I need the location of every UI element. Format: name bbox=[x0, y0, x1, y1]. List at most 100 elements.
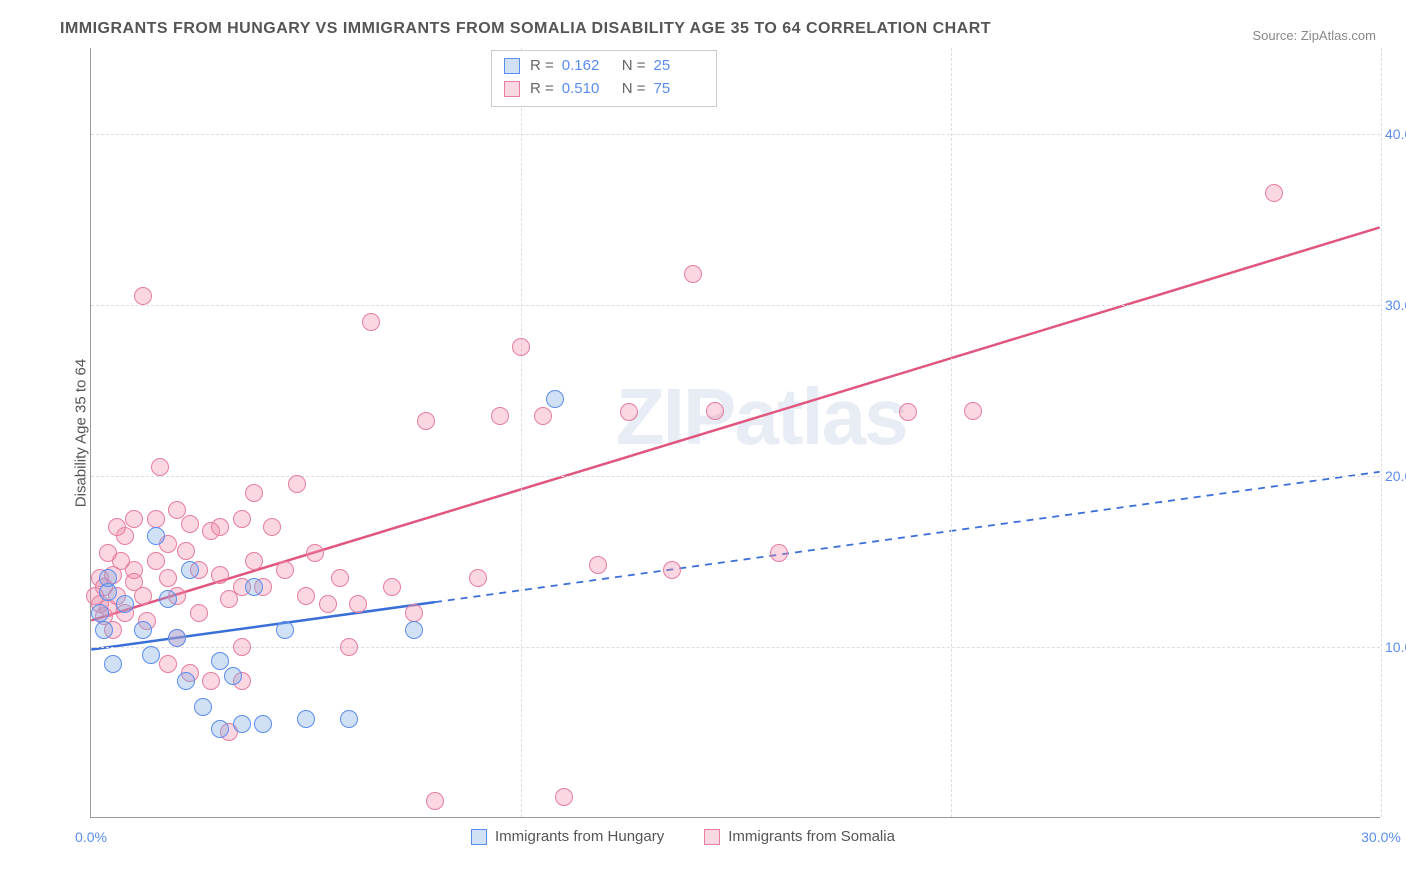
scatter-point-series-b bbox=[331, 569, 349, 587]
legend-correlation-box: R = 0.162 N = 25 R = 0.510 N = 75 bbox=[491, 50, 717, 107]
x-tick-label: 30.0% bbox=[1361, 829, 1401, 845]
scatter-point-series-a bbox=[224, 667, 242, 685]
scatter-point-series-b bbox=[263, 518, 281, 536]
value-N-a: 25 bbox=[654, 55, 704, 78]
scatter-point-series-b bbox=[899, 403, 917, 421]
legend-label-series-a: Immigrants from Hungary bbox=[495, 828, 664, 845]
scatter-point-series-b bbox=[125, 510, 143, 528]
gridline-v bbox=[521, 48, 522, 817]
scatter-point-series-a bbox=[99, 569, 117, 587]
value-R-b: 0.510 bbox=[562, 78, 612, 101]
scatter-point-series-b bbox=[147, 552, 165, 570]
scatter-point-series-b bbox=[426, 792, 444, 810]
scatter-point-series-b bbox=[181, 515, 199, 533]
scatter-point-series-a bbox=[233, 715, 251, 733]
scatter-point-series-b bbox=[534, 407, 552, 425]
source-attribution: Source: ZipAtlas.com bbox=[1252, 28, 1376, 43]
trend-lines-layer bbox=[91, 48, 1380, 817]
legend-label-series-b: Immigrants from Somalia bbox=[728, 828, 895, 845]
scatter-point-series-a bbox=[159, 590, 177, 608]
label-R: R = bbox=[530, 78, 554, 101]
scatter-point-series-b bbox=[964, 402, 982, 420]
scatter-point-series-a bbox=[254, 715, 272, 733]
scatter-point-series-b bbox=[211, 566, 229, 584]
scatter-point-series-b bbox=[770, 544, 788, 562]
scatter-point-series-b bbox=[383, 578, 401, 596]
scatter-point-series-b bbox=[1265, 184, 1283, 202]
scatter-point-series-a bbox=[546, 390, 564, 408]
scatter-point-series-a bbox=[245, 578, 263, 596]
scatter-point-series-a bbox=[211, 652, 229, 670]
scatter-point-series-a bbox=[276, 621, 294, 639]
trend-line-series-a-dashed bbox=[435, 472, 1380, 602]
scatter-point-series-b bbox=[147, 510, 165, 528]
scatter-point-series-b bbox=[245, 484, 263, 502]
scatter-point-series-a bbox=[116, 595, 134, 613]
scatter-point-series-b bbox=[159, 655, 177, 673]
scatter-point-series-b bbox=[151, 458, 169, 476]
y-tick-label: 40.0% bbox=[1385, 126, 1406, 142]
scatter-point-series-a bbox=[405, 621, 423, 639]
value-R-a: 0.162 bbox=[562, 55, 612, 78]
scatter-point-series-b bbox=[134, 287, 152, 305]
scatter-point-series-b bbox=[417, 412, 435, 430]
scatter-point-series-a bbox=[194, 698, 212, 716]
scatter-point-series-b bbox=[288, 475, 306, 493]
chart-container: IMMIGRANTS FROM HUNGARY VS IMMIGRANTS FR… bbox=[0, 0, 1406, 892]
gridline-h bbox=[91, 476, 1380, 477]
scatter-point-series-b bbox=[159, 569, 177, 587]
scatter-point-series-b bbox=[297, 587, 315, 605]
swatch-series-b bbox=[504, 81, 520, 97]
legend-bottom: Immigrants from Hungary Immigrants from … bbox=[471, 828, 895, 845]
scatter-point-series-a bbox=[134, 621, 152, 639]
scatter-point-series-a bbox=[181, 561, 199, 579]
y-tick-label: 10.0% bbox=[1385, 639, 1406, 655]
scatter-point-series-a bbox=[91, 604, 109, 622]
y-axis-title: Disability Age 35 to 64 bbox=[73, 358, 90, 506]
scatter-point-series-b bbox=[190, 604, 208, 622]
scatter-point-series-b bbox=[306, 544, 324, 562]
source-name: ZipAtlas.com bbox=[1301, 28, 1376, 43]
gridline-h bbox=[91, 647, 1380, 648]
scatter-point-series-b bbox=[491, 407, 509, 425]
y-tick-label: 30.0% bbox=[1385, 297, 1406, 313]
scatter-point-series-b bbox=[512, 338, 530, 356]
scatter-point-series-b bbox=[706, 402, 724, 420]
chart-title: IMMIGRANTS FROM HUNGARY VS IMMIGRANTS FR… bbox=[60, 20, 1376, 38]
legend-item-series-b: Immigrants from Somalia bbox=[704, 828, 895, 845]
scatter-point-series-a bbox=[147, 527, 165, 545]
scatter-point-series-a bbox=[297, 710, 315, 728]
scatter-point-series-b bbox=[589, 556, 607, 574]
scatter-point-series-a bbox=[177, 672, 195, 690]
scatter-point-series-b bbox=[555, 788, 573, 806]
legend-row-series-a: R = 0.162 N = 25 bbox=[504, 55, 704, 78]
gridline-v bbox=[1381, 48, 1382, 817]
scatter-point-series-b bbox=[177, 542, 195, 560]
label-N: N = bbox=[622, 78, 646, 101]
scatter-point-series-a bbox=[95, 621, 113, 639]
scatter-point-series-b bbox=[125, 573, 143, 591]
swatch-series-a bbox=[471, 829, 487, 845]
scatter-point-series-a bbox=[142, 646, 160, 664]
scatter-point-series-a bbox=[168, 629, 186, 647]
scatter-point-series-a bbox=[340, 710, 358, 728]
scatter-point-series-b bbox=[319, 595, 337, 613]
swatch-series-b bbox=[704, 829, 720, 845]
scatter-point-series-b bbox=[276, 561, 294, 579]
scatter-point-series-b bbox=[108, 518, 126, 536]
scatter-point-series-b bbox=[340, 638, 358, 656]
y-tick-label: 20.0% bbox=[1385, 468, 1406, 484]
scatter-point-series-b bbox=[233, 510, 251, 528]
watermark: ZIPatlas bbox=[616, 371, 907, 463]
label-N: N = bbox=[622, 55, 646, 78]
scatter-point-series-b bbox=[211, 518, 229, 536]
gridline-v bbox=[951, 48, 952, 817]
legend-item-series-a: Immigrants from Hungary bbox=[471, 828, 664, 845]
gridline-h bbox=[91, 305, 1380, 306]
scatter-point-series-b bbox=[663, 561, 681, 579]
gridline-h bbox=[91, 134, 1380, 135]
source-prefix: Source: bbox=[1252, 28, 1300, 43]
scatter-point-series-b bbox=[405, 604, 423, 622]
scatter-point-series-b bbox=[202, 672, 220, 690]
scatter-point-series-b bbox=[362, 313, 380, 331]
